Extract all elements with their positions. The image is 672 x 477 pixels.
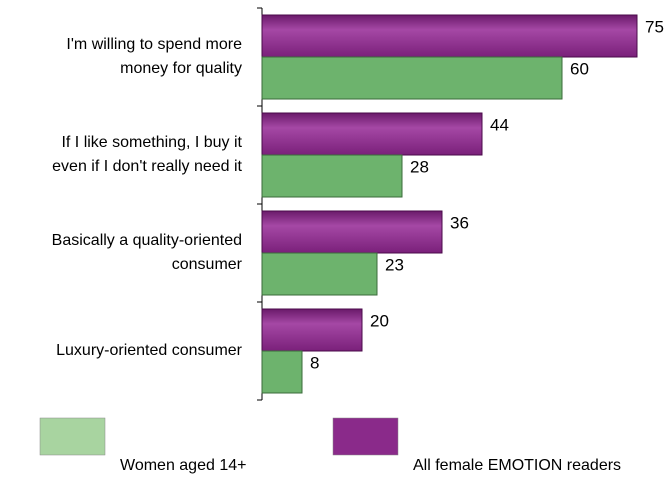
category-label: Luxury-oriented consumer (56, 342, 242, 359)
legend-swatch (332, 417, 399, 456)
data-label: 28 (410, 157, 429, 176)
data-label: 75 (645, 17, 664, 36)
bar (261, 308, 363, 352)
bar (261, 350, 303, 394)
bar (261, 252, 378, 296)
data-label: 23 (385, 255, 404, 274)
bar (261, 56, 563, 100)
bar (261, 154, 403, 198)
data-label: 36 (450, 213, 469, 232)
data-label: 44 (490, 115, 509, 134)
legend-swatch (39, 417, 106, 456)
bar (261, 112, 483, 156)
category-label: Basically a quality-oriented consumer (51, 232, 242, 273)
bar (261, 210, 443, 254)
data-label: 60 (570, 59, 589, 78)
category-label: If I like something, I buy it even if I … (52, 134, 242, 175)
bar (261, 14, 638, 58)
category-label: I'm willing to spend more money for qual… (66, 36, 242, 77)
legend-label: Women aged 14+ (120, 457, 246, 474)
legend-label: All female EMOTION readers (413, 457, 621, 474)
data-label: 8 (310, 353, 319, 372)
data-label: 20 (370, 311, 389, 330)
